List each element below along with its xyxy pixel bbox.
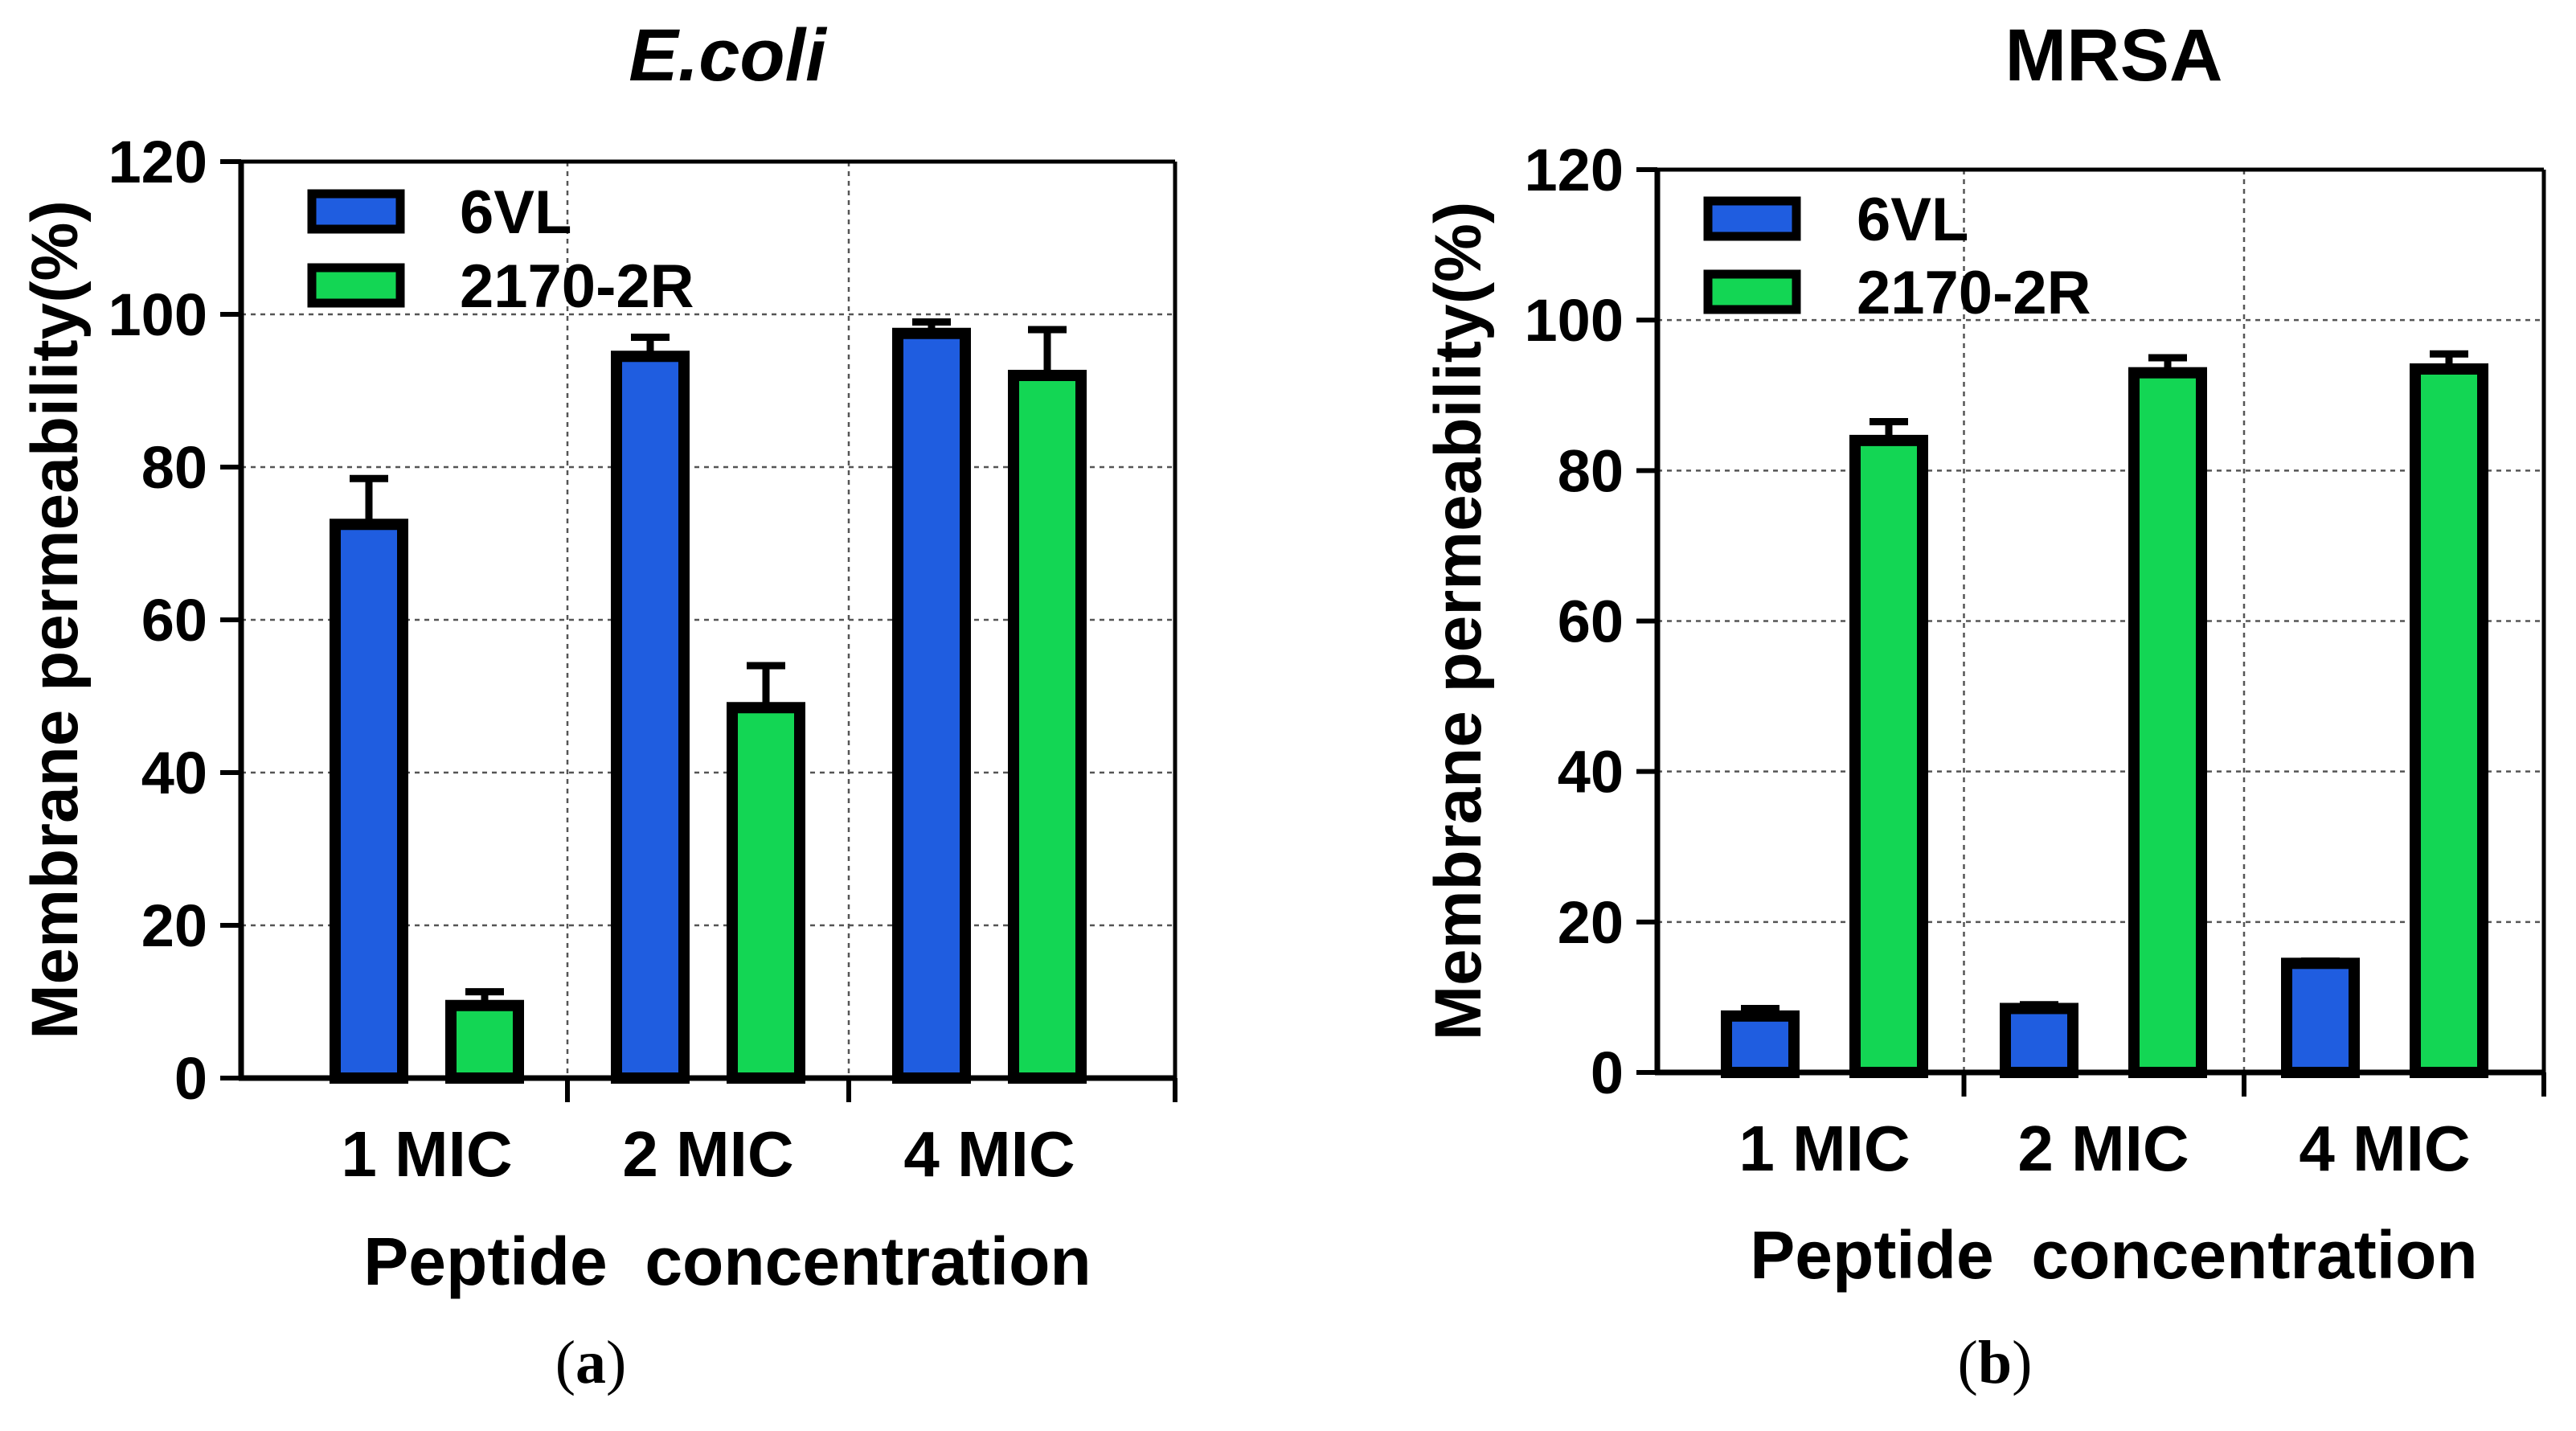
y-axis-title: Membrane permeability(%) bbox=[18, 200, 92, 1039]
chart-title: E.coli bbox=[629, 14, 828, 96]
legend-swatch-6vl bbox=[1703, 196, 1801, 241]
bar-6vl-1-mic bbox=[330, 519, 408, 1084]
legend-label: 6VL bbox=[1857, 186, 1968, 254]
bar-6vl-4-mic bbox=[892, 327, 971, 1084]
y-tick-label: 40 bbox=[1558, 739, 1624, 806]
chart-title: MRSA bbox=[2005, 14, 2223, 96]
y-tick-label: 20 bbox=[1558, 889, 1624, 956]
x-axis-title: Peptide concentration bbox=[363, 1224, 1091, 1299]
y-tick-label: 0 bbox=[1591, 1039, 1624, 1106]
chart-panel-b: 0 20 40 60 80 100 120 1 MIC 2 MIC 4 MIC Peptide co… bbox=[1422, 14, 2546, 1293]
panel-label-a: (a) bbox=[555, 1329, 627, 1396]
y-tick-label: 0 bbox=[174, 1045, 207, 1112]
bar-6vl-1-mic bbox=[1721, 1010, 1800, 1078]
legend-swatch-6vl bbox=[307, 189, 405, 234]
bar-2170-2r-1-mic bbox=[1849, 434, 1928, 1078]
bar-2170-2r-1-mic bbox=[445, 999, 524, 1084]
legend-swatch-2170-2r bbox=[1703, 269, 1801, 314]
bar-2170-2r-4-mic bbox=[1008, 370, 1087, 1084]
bar-2170-2r-4-mic bbox=[2410, 363, 2488, 1078]
y-tick-label: 80 bbox=[1558, 437, 1624, 504]
y-tick-label: 80 bbox=[141, 434, 207, 501]
bar-6vl-2-mic bbox=[611, 351, 690, 1084]
panel-label-b: (b) bbox=[1957, 1329, 2033, 1396]
bar-6vl-4-mic bbox=[2281, 957, 2360, 1079]
bar-6vl-2-mic bbox=[2000, 1003, 2078, 1079]
bar-2170-2r-2-mic bbox=[727, 702, 805, 1084]
y-tick-label: 120 bbox=[109, 129, 207, 195]
legend-label: 2170-2R bbox=[460, 252, 694, 321]
legend-label: 2170-2R bbox=[1857, 259, 2091, 327]
x-tick-label: 4 MIC bbox=[2299, 1113, 2470, 1184]
x-tick-label: 1 MIC bbox=[1738, 1113, 1910, 1184]
x-tick-label: 2 MIC bbox=[2017, 1113, 2189, 1184]
y-tick-label: 100 bbox=[1525, 287, 1624, 354]
y-tick-label: 100 bbox=[109, 281, 207, 348]
chart-panel-a: 0 20 40 60 80 100 120 1 MIC 2 MIC 4 MIC Peptide co… bbox=[18, 14, 1177, 1299]
y-tick-label: 60 bbox=[141, 587, 207, 654]
y-tick-label: 20 bbox=[141, 892, 207, 959]
x-tick-label: 1 MIC bbox=[341, 1118, 512, 1190]
bar-2170-2r-2-mic bbox=[2128, 367, 2207, 1078]
y-tick-label: 40 bbox=[141, 740, 207, 806]
x-tick-label: 2 MIC bbox=[622, 1118, 793, 1190]
legend-swatch-2170-2r bbox=[307, 263, 405, 308]
y-axis-title: Membrane permeability(%) bbox=[1422, 202, 1495, 1041]
legend-label: 6VL bbox=[460, 178, 571, 247]
y-tick-label: 120 bbox=[1525, 137, 1624, 203]
x-axis-title: Peptide concentration bbox=[1750, 1217, 2477, 1293]
x-tick-label: 4 MIC bbox=[903, 1118, 1075, 1190]
y-tick-label: 60 bbox=[1558, 588, 1624, 655]
